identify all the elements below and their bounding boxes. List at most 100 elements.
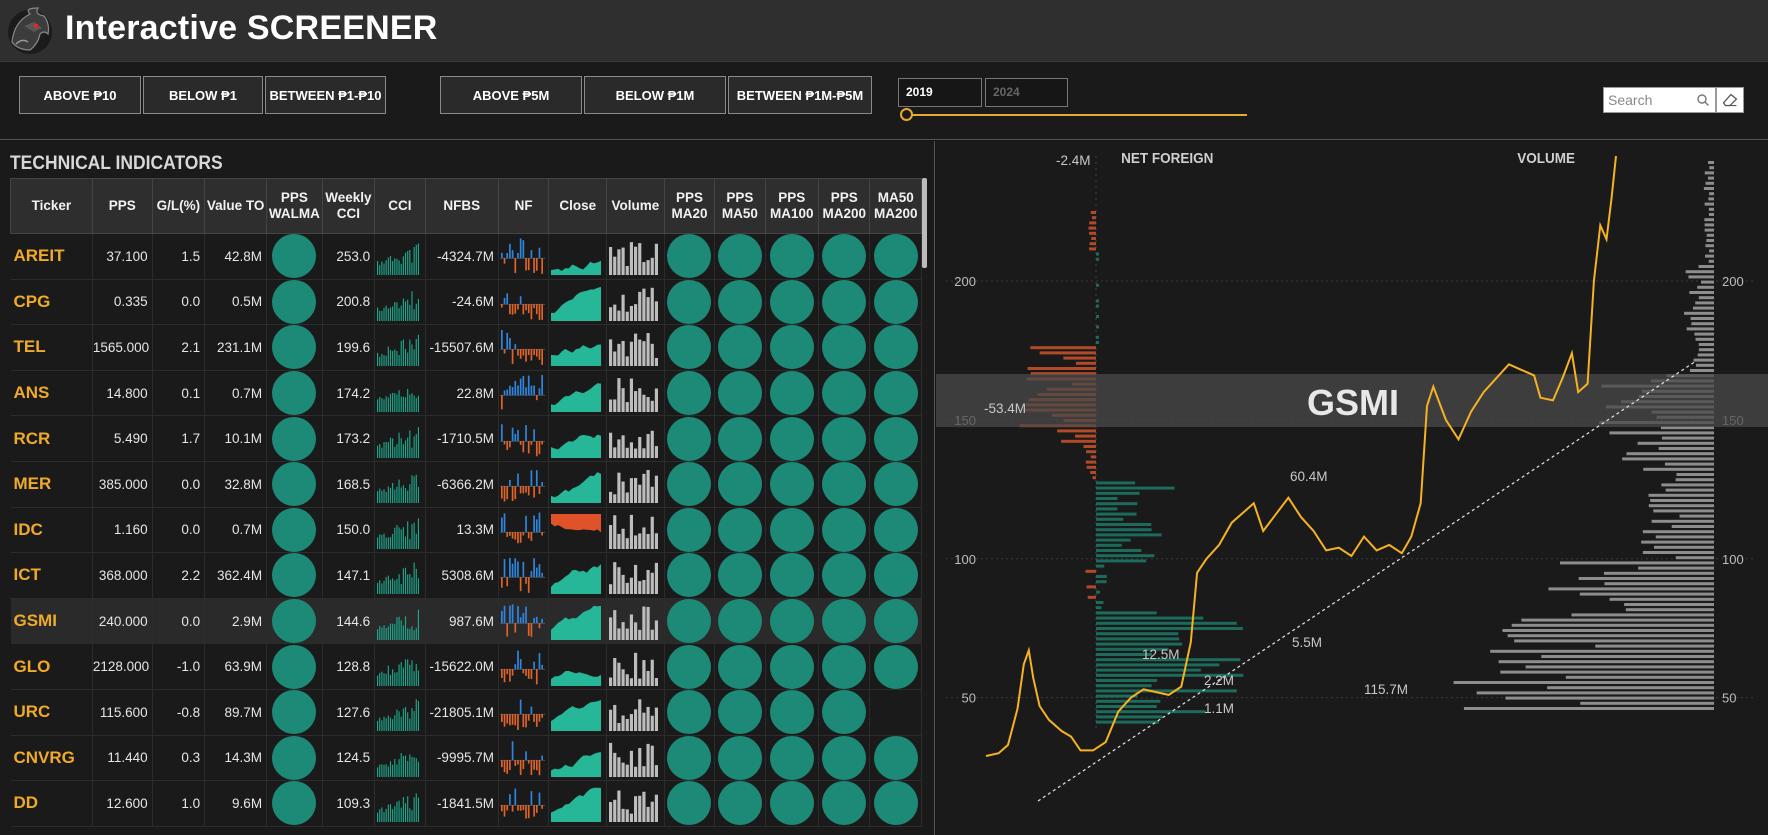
volume-profile-bar	[1695, 301, 1714, 305]
column-header[interactable]: Ticker	[10, 178, 93, 234]
volume-profile-bar	[1655, 535, 1714, 539]
ticker-cell[interactable]: RCR	[10, 415, 93, 462]
volume-profile-bar	[1706, 239, 1714, 242]
net-foreign-bar	[1086, 465, 1096, 469]
between-1-10-button[interactable]: BETWEEN ₱1-₱10	[265, 76, 386, 114]
column-header[interactable]: CCI	[374, 178, 426, 234]
volume-profile-bar	[1679, 514, 1714, 518]
eraser-icon	[1722, 93, 1738, 107]
ticker-cell[interactable]: TEL	[10, 324, 93, 371]
table-scrollbar[interactable]	[922, 178, 927, 268]
year-slider-track[interactable]	[905, 114, 1247, 116]
ticker-cell[interactable]: AREIT	[10, 233, 93, 280]
value-filter-group: ABOVE ₱5M BELOW ₱1M BETWEEN ₱1M-₱5M	[440, 76, 874, 114]
column-header[interactable]: PPS	[91, 178, 153, 234]
column-header[interactable]: G/L(%)	[151, 178, 206, 234]
below-1-button[interactable]: BELOW ₱1	[143, 76, 263, 114]
nf-sparkline	[498, 370, 550, 417]
net-foreign-bar	[1096, 627, 1243, 630]
net-foreign-bar	[1030, 346, 1096, 350]
column-header[interactable]: Weekly CCI	[321, 178, 376, 234]
search-icon[interactable]	[1696, 93, 1710, 107]
section-title: TECHNICAL INDICATORS	[10, 153, 223, 174]
weekly-cci-cell: 127.6	[322, 689, 376, 736]
column-header[interactable]: PPS MA50	[714, 178, 766, 234]
column-header[interactable]: NFBS	[424, 178, 499, 234]
net-foreign-bar	[1087, 595, 1096, 599]
net-foreign-bar	[1088, 226, 1096, 230]
ticker-cell[interactable]: ICT	[10, 552, 93, 599]
volume-profile-bar	[1502, 629, 1714, 632]
pps-ma20-indicator	[664, 598, 716, 645]
ticker-cell[interactable]: GSMI	[10, 598, 93, 645]
volume-profile-bar	[1684, 311, 1714, 315]
nfbs-cell: -6366.2M	[425, 461, 499, 508]
net-foreign-bar	[1096, 564, 1105, 568]
table-row[interactable]: URC 115.600 -0.8 89.7M 127.6 -21805.1M	[10, 689, 922, 736]
ticker-cell[interactable]: GLO	[10, 643, 93, 690]
search-input[interactable]: Search	[1603, 87, 1716, 113]
column-header[interactable]: PPS MA20	[663, 178, 716, 234]
table-row[interactable]: GLO 2128.000 -1.0 63.9M 128.8 -15622.0M	[10, 643, 922, 690]
year-slider-handle[interactable]	[900, 108, 913, 121]
net-foreign-bar	[1027, 367, 1096, 370]
table-row[interactable]: CPG 0.335 0.0 0.5M 200.8 -24.6M	[10, 279, 922, 326]
table-row[interactable]: TEL 1565.000 2.1 231.1M 199.6 -15507.6M	[10, 324, 922, 371]
weekly-cci-cell: 173.2	[322, 415, 376, 462]
column-header[interactable]: PPS MA200	[818, 178, 871, 234]
year-from-input[interactable]: 2019	[898, 78, 982, 107]
year-to-input[interactable]: 2024	[985, 78, 1068, 107]
above-10-button[interactable]: ABOVE ₱10	[19, 76, 141, 114]
pps-ma100-indicator	[765, 735, 820, 782]
below-1m-button[interactable]: BELOW ₱1M	[584, 76, 726, 114]
cci-sparkline	[374, 461, 426, 508]
ticker-cell[interactable]: URC	[10, 689, 93, 736]
column-header[interactable]: PPS MA100	[764, 178, 820, 234]
net-foreign-bar	[1096, 543, 1122, 547]
column-header[interactable]: NF	[497, 178, 550, 234]
nfbs-cell: 13.3M	[425, 507, 499, 554]
table-row[interactable]: IDC 1.160 0.0 0.7M 150.0 13.3M	[10, 507, 922, 554]
ticker-cell[interactable]: MER	[10, 461, 93, 508]
ticker-cell[interactable]: ANS	[10, 370, 93, 417]
pps-ma100-indicator	[765, 233, 820, 280]
column-header[interactable]: Close	[548, 178, 608, 234]
nfbs-cell: 5308.6M	[425, 552, 499, 599]
column-header[interactable]: PPS WALMA	[266, 178, 323, 234]
close-sparkline	[548, 735, 608, 782]
between-1m-5m-button[interactable]: BETWEEN ₱1M-₱5M	[728, 76, 872, 114]
net-foreign-label: 60.4M	[1290, 469, 1328, 484]
gain-loss-cell: 0.0	[152, 598, 206, 645]
table-row[interactable]: RCR 5.490 1.7 10.1M 173.2 -1710.5M	[10, 415, 922, 462]
table-row[interactable]: AREIT 37.100 1.5 42.8M 253.0 -4324.7M	[10, 233, 922, 280]
volume-profile-bar	[1651, 519, 1714, 523]
nf-sparkline	[498, 780, 550, 827]
column-header[interactable]: MA50 MA200	[869, 178, 922, 234]
weekly-cci-cell: 144.6	[322, 598, 376, 645]
table-row[interactable]: ICT 368.000 2.2 362.4M 147.1 5308.6M	[10, 552, 922, 599]
volume-profile-bar	[1648, 493, 1714, 497]
volume-profile-bar	[1690, 317, 1714, 320]
ticker-cell[interactable]: IDC	[10, 507, 93, 554]
table-row[interactable]: CNVRG 11.440 0.3 14.3M 124.5 -9995.7M	[10, 735, 922, 782]
ticker-cell[interactable]: CNVRG	[10, 735, 93, 782]
ticker-cell[interactable]: DD	[10, 780, 93, 827]
net-foreign-bar	[1061, 439, 1096, 443]
volume-profile-bar	[1708, 259, 1714, 263]
table-row[interactable]: GSMI 240.000 0.0 2.9M 144.6 987.6M	[10, 598, 922, 645]
table-row[interactable]: ANS 14.800 0.1 0.7M 174.2 22.8M	[10, 370, 922, 417]
y-tick-label-left: 200	[954, 274, 976, 289]
volume-profile-bar	[1692, 306, 1714, 310]
table-row[interactable]: DD 12.600 1.0 9.6M 109.3 -1841.5M	[10, 780, 922, 827]
close-sparkline	[548, 370, 608, 417]
above-5m-button[interactable]: ABOVE ₱5M	[440, 76, 582, 114]
table-row[interactable]: MER 385.000 0.0 32.8M 168.5 -6366.2M	[10, 461, 922, 508]
price-chart[interactable]: 5050100100150150200200 GSMI -2.4M-53.4M6…	[936, 141, 1768, 835]
clear-search-button[interactable]	[1716, 87, 1744, 113]
net-foreign-bar	[1096, 481, 1136, 485]
ticker-cell[interactable]: CPG	[10, 279, 93, 326]
column-header[interactable]: Value TO	[204, 178, 268, 234]
pps-ma200-indicator	[818, 735, 871, 782]
net-foreign-label: -2.4M	[1056, 153, 1091, 168]
column-header[interactable]: Volume	[606, 178, 665, 234]
